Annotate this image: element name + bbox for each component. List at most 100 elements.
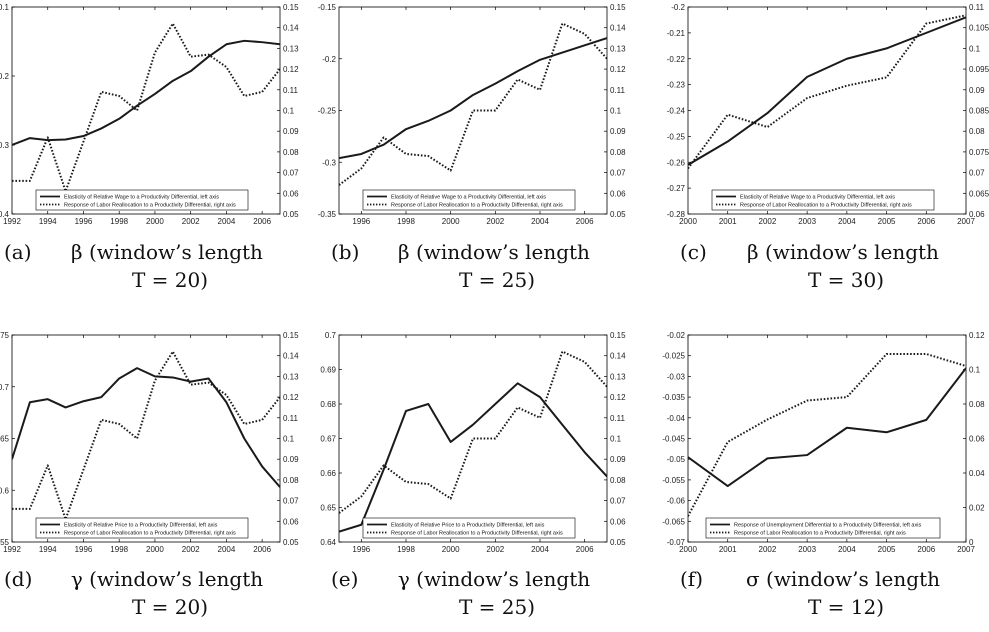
series-line-dotted (12, 350, 280, 521)
legend-entry: Response of Labor Reallocation to a Prod… (64, 203, 236, 209)
chart-panel-3: 2000 2001 2002 2003 2004 2005 2006 2007 -0.28 -0.… (667, 3, 989, 292)
y-left-tick-label: -0.025 (662, 352, 685, 361)
chart-panel-5: 1996 1998 2000 2002 2004 2006 0.64 0.65 0.66 0.67… (320, 331, 626, 619)
subfigure-caption-line1: γ (window’s length (398, 567, 590, 591)
y-right-tick-label: 0.14 (283, 24, 299, 33)
y-left-tick-label: -0.2 (322, 55, 336, 64)
y-left-tick-label: -0.27 (667, 184, 686, 193)
y-right-tick-label: 0.15 (610, 3, 626, 12)
x-tick-label: 1994 (39, 217, 57, 226)
y-right-tick-label: 0 (969, 538, 974, 547)
plot-area-frame (338, 6, 608, 215)
y-left-tick-label: -0.055 (662, 476, 685, 485)
legend-entry: Response of Labor Reallocation to a Prod… (64, 531, 236, 537)
x-tick-label: 2000 (146, 217, 164, 226)
y-right-tick-label: 0.05 (283, 210, 299, 219)
series-line-solid (12, 39, 280, 146)
x-tick-label: 2005 (878, 217, 896, 226)
legend: Elasticity of Relative Price to a Produc… (362, 517, 576, 539)
y-right-tick-label: 0.09 (283, 455, 299, 464)
y-left-tick-label: 0.6 (0, 486, 10, 495)
y-left-tick-label: -0.06 (667, 497, 686, 506)
x-tick-label: 2002 (486, 217, 504, 226)
y-right-tick-label: 0.11 (283, 414, 299, 423)
x-tick-label: 1992 (3, 545, 21, 554)
y-right-tick-label: 0.08 (610, 148, 626, 157)
subfigure-caption-line1: σ (window’s length (746, 567, 940, 591)
y-left-tick-label: -0.3 (0, 141, 10, 150)
y-right-tick-label: 0.12 (283, 65, 299, 74)
plot-area-frame (687, 6, 967, 215)
x-tick-label: 2002 (759, 217, 777, 226)
x-tick-label: 2004 (838, 545, 856, 554)
y-right-tick-label: 0.08 (969, 127, 985, 136)
y-left-tick-label: -0.04 (667, 414, 686, 423)
y-left-tick-label: -0.3 (322, 158, 336, 167)
x-tick-label: 2006 (917, 545, 935, 554)
x-tick-label: 2007 (957, 217, 975, 226)
y-left-tick-label: 0.65 (0, 435, 10, 444)
y-right-tick-label: 0.065 (969, 189, 989, 198)
y-left-tick-label: 0.7 (325, 331, 337, 340)
y-right-tick-label: 0.04 (969, 469, 985, 478)
x-tick-label: 1994 (39, 545, 57, 554)
legend: Response of Unemployment Differential to… (705, 517, 941, 539)
y-left-tick-label: 0.66 (320, 469, 336, 478)
x-tick-label: 1996 (352, 217, 370, 226)
plot-area-frame (11, 6, 281, 215)
legend-entry: Response of Labor Reallocation to a Prod… (734, 531, 906, 537)
series-line-solid (339, 382, 607, 533)
y-right-tick-label: 0.1 (610, 435, 622, 444)
legend-box (362, 189, 576, 211)
x-tick-label: 1998 (110, 545, 128, 554)
subfigure-tag: (a) (4, 240, 32, 264)
chart-panel-1: 1992 1994 1996 1998 2000 2002 2004 2006 -0.4 -0.3… (0, 3, 299, 292)
x-tick-label: 1996 (352, 545, 370, 554)
legend-box (35, 517, 249, 539)
x-tick-label: 2002 (182, 217, 200, 226)
x-tick-label: 2005 (878, 545, 896, 554)
series-line-dotted (12, 22, 280, 193)
x-tick-label: 2007 (957, 545, 975, 554)
series-line-dotted (339, 350, 607, 514)
y-left-tick-label: -0.02 (667, 331, 686, 340)
y-left-tick-label: -0.28 (667, 210, 686, 219)
legend-entry: Response of Unemployment Differential to… (734, 523, 921, 529)
y-left-tick-label: 0.65 (320, 504, 336, 513)
subfigure-tag: (f) (680, 567, 703, 591)
y-right-tick-label: 0.12 (610, 65, 626, 74)
chart-panel-2: 1996 1998 2000 2002 2004 2006 -0.35 -0.3 -0.25 -0… (318, 3, 626, 292)
legend-entry: Elasticity of Relative Price to a Produc… (391, 523, 545, 529)
x-tick-label: 2002 (759, 545, 777, 554)
y-right-tick-label: 0.105 (969, 24, 989, 33)
x-tick-label: 1996 (75, 545, 93, 554)
y-left-tick-label: 0.67 (320, 435, 336, 444)
x-tick-label: 2000 (679, 545, 697, 554)
subfigure-caption-line1: γ (window’s length (71, 567, 263, 591)
x-tick-label: 2001 (719, 545, 737, 554)
y-right-tick-label: 0.05 (610, 210, 626, 219)
x-tick-label: 2006 (253, 217, 271, 226)
subfigure-tag: (c) (680, 240, 707, 264)
x-tick-label: 2006 (576, 217, 594, 226)
y-right-tick-label: 0.15 (610, 331, 626, 340)
y-right-tick-label: 0.11 (969, 3, 985, 12)
y-left-tick-label: -0.035 (662, 393, 685, 402)
y-right-tick-label: 0.15 (283, 3, 299, 12)
y-right-tick-label: 0.06 (610, 517, 626, 526)
series-line-solid (12, 367, 280, 488)
y-right-tick-label: 0.09 (610, 455, 626, 464)
legend-entry: Response of Labor Reallocation to a Prod… (740, 203, 912, 209)
y-right-tick-label: 0.07 (283, 497, 299, 506)
y-right-tick-label: 0.075 (969, 148, 989, 157)
y-left-tick-label: -0.1 (0, 3, 10, 12)
y-right-tick-label: 0.1 (969, 44, 981, 53)
x-tick-label: 1992 (3, 217, 21, 226)
x-tick-label: 2004 (218, 217, 236, 226)
chart-panel-6: 2000 2001 2002 2003 2004 2005 2006 2007 -0.07 -0.… (662, 331, 985, 619)
legend-entry: Elasticity of Relative Wage to a Product… (64, 195, 219, 201)
plot-area-frame (338, 334, 608, 543)
y-left-tick-label: -0.4 (0, 210, 10, 219)
y-left-tick-label: -0.26 (667, 158, 686, 167)
y-left-tick-label: -0.2 (0, 72, 10, 81)
